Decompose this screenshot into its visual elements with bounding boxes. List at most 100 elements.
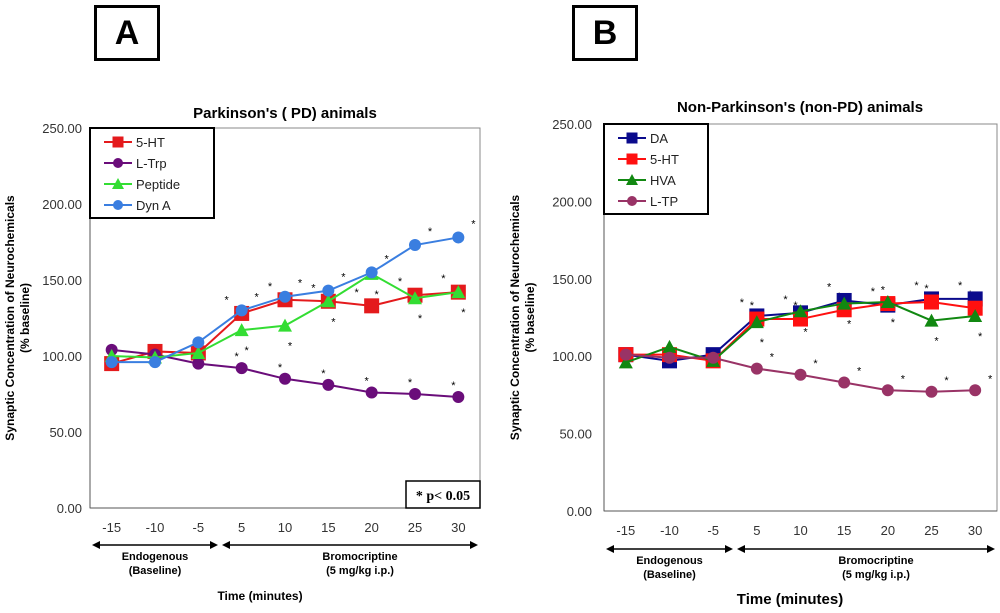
y-axis-label-line: (% baseline) xyxy=(523,282,537,352)
significance-marker: * xyxy=(288,341,293,353)
series-line xyxy=(111,272,459,359)
data-point xyxy=(618,355,633,369)
y-axis-label-line: Synaptic Concentration of Neurochemicals xyxy=(508,194,522,440)
x-tick-label: 25 xyxy=(924,523,938,538)
significance-marker: * xyxy=(914,280,919,292)
x-tick-label: -5 xyxy=(193,520,205,535)
arrow-head-right-icon xyxy=(470,541,478,549)
y-tick-label: 200.00 xyxy=(552,194,592,209)
legend-marker xyxy=(112,136,124,148)
x-tick-label: -10 xyxy=(660,523,679,538)
significance-marker: * xyxy=(408,377,413,389)
x-tick-label: 25 xyxy=(408,520,422,535)
data-point xyxy=(278,318,292,332)
significance-marker: * xyxy=(944,375,949,387)
x-tick-label: -5 xyxy=(707,523,719,538)
significance-marker: * xyxy=(881,285,886,297)
significance-marker: * xyxy=(760,337,765,349)
x-tick-label: 30 xyxy=(968,523,982,538)
data-point xyxy=(409,388,421,400)
y-axis-label: Synaptic Concentration of Neurochemicals… xyxy=(3,195,32,441)
data-point xyxy=(235,362,248,375)
significance-marker: * xyxy=(428,226,433,238)
legend-marker xyxy=(112,178,124,189)
data-point xyxy=(149,356,161,369)
legend-item: L-TP xyxy=(618,194,678,209)
x-tick-label: 15 xyxy=(837,523,851,538)
x-tick-label: 20 xyxy=(364,520,378,535)
data-point xyxy=(191,345,206,359)
legend-label: HVA xyxy=(650,173,676,188)
series-hva: * * * * * * xyxy=(618,295,983,369)
y-tick-label: 100.00 xyxy=(552,349,592,364)
significance-marker: * xyxy=(311,282,316,294)
phase-label: Bromocriptine xyxy=(322,551,397,563)
x-tick-label: 20 xyxy=(881,523,895,538)
legend-label: L-TP xyxy=(650,194,678,209)
data-point xyxy=(750,362,763,375)
data-point xyxy=(451,285,466,299)
chart-panel-a: Parkinson's ( PD) animals0.0050.00100.00… xyxy=(3,105,973,603)
data-point xyxy=(234,323,249,337)
significance-marker: * xyxy=(958,280,963,292)
legend: 5-HT L-Trp Peptide Dyn A xyxy=(89,127,215,219)
significance-marker: * xyxy=(461,307,466,319)
legend-item: DA xyxy=(618,131,668,146)
x-tick-label: 5 xyxy=(753,523,760,538)
data-point xyxy=(279,372,291,385)
data-point xyxy=(749,315,764,329)
significance-marker: * xyxy=(783,294,788,306)
significance-marker: * xyxy=(857,366,862,378)
phase-sublabel: (5 mg/kg i.p.) xyxy=(842,569,910,581)
arrow-head-right-icon xyxy=(987,545,995,553)
legend-item: Peptide xyxy=(104,177,180,192)
x-tick-label: -15 xyxy=(102,520,121,535)
significance-marker: * xyxy=(451,380,456,392)
data-point xyxy=(968,308,983,322)
data-point xyxy=(452,391,465,404)
data-point xyxy=(707,351,720,364)
x-tick-label: -15 xyxy=(616,523,635,538)
data-point xyxy=(408,291,422,305)
arrow-head-left-icon xyxy=(92,541,100,549)
data-point xyxy=(662,339,677,353)
legend-marker xyxy=(113,200,123,210)
legend-label: 5-HT xyxy=(650,152,679,167)
data-point xyxy=(105,356,118,369)
chart-title: Non-Parkinson's (non-PD) animals xyxy=(677,99,923,116)
significance-marker: * xyxy=(385,253,390,265)
data-point xyxy=(793,304,808,318)
chart-title: Parkinson's ( PD) animals xyxy=(193,105,377,122)
annotation-box xyxy=(405,480,481,509)
significance-marker: * xyxy=(740,297,745,309)
panel-label-b: B xyxy=(572,5,638,61)
data-point xyxy=(192,336,205,349)
significance-marker: * xyxy=(750,300,755,312)
x-tick-label: 15 xyxy=(321,520,335,535)
legend-marker xyxy=(626,132,638,144)
x-tick-label: 30 xyxy=(451,520,465,535)
significance-marker: * xyxy=(341,272,346,284)
series-l-tp: * * * * * * xyxy=(619,348,993,398)
significance-marker: * xyxy=(813,358,818,370)
x-tick-label: 10 xyxy=(278,520,292,535)
significance-marker: * xyxy=(978,331,983,343)
legend-label: Dyn A xyxy=(136,198,171,213)
legend-marker xyxy=(627,196,637,206)
significance-marker: * xyxy=(924,283,929,295)
phase-sublabel: (5 mg/kg i.p.) xyxy=(326,565,394,577)
legend-box xyxy=(89,127,215,219)
significance-marker: * xyxy=(278,362,283,374)
legend-marker xyxy=(113,158,123,168)
x-tick-label: 5 xyxy=(238,520,245,535)
chart-panel-b: Non-Parkinson's (non-PD) animals 0.00 50.0… xyxy=(508,99,998,608)
data-point xyxy=(880,295,895,309)
significance-marker: * xyxy=(901,373,906,385)
data-point xyxy=(322,378,335,391)
significance-marker: * xyxy=(375,289,380,301)
legend-label: Peptide xyxy=(136,177,180,192)
y-tick-label: 50.00 xyxy=(559,427,592,442)
data-point xyxy=(838,376,851,389)
